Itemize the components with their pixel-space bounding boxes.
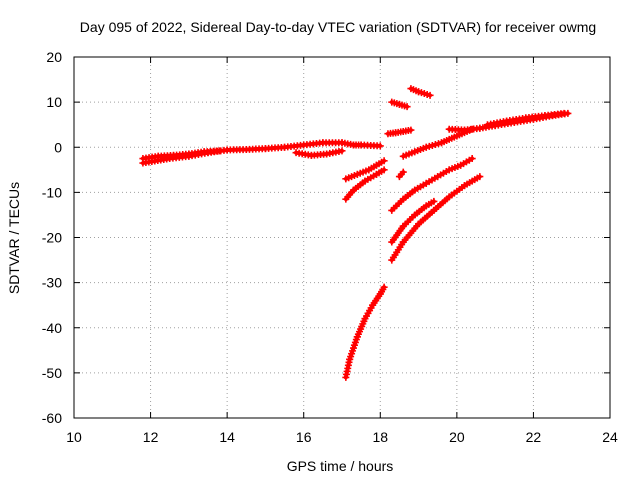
x-axis-label: GPS time / hours xyxy=(287,458,394,474)
y-tick-label: 0 xyxy=(54,139,62,155)
x-tick-label: 10 xyxy=(66,429,82,445)
data-point xyxy=(380,166,388,174)
x-tick-label: 14 xyxy=(219,429,235,445)
series-track-4 xyxy=(342,283,388,381)
y-tick-label: -20 xyxy=(42,230,62,246)
series-track-7 xyxy=(388,98,411,111)
series-track-3 xyxy=(292,147,346,159)
y-tick-label: -30 xyxy=(42,275,62,291)
x-tick-label: 24 xyxy=(602,429,618,445)
series-track-11 xyxy=(395,168,407,181)
data-point xyxy=(476,173,484,181)
chart-title: Day 095 of 2022, Sidereal Day-to-day VTE… xyxy=(80,19,596,35)
axis-layer: 10 12 14 16 18 20 22 24 -60 -50 -40 -30 -20 -10 0 10 20 xyxy=(42,49,618,445)
data-point xyxy=(560,109,568,117)
x-tick-label: 18 xyxy=(372,429,388,445)
series-track-9 xyxy=(384,126,415,138)
data-point xyxy=(338,147,346,155)
series-layer xyxy=(139,85,572,381)
series-track-5 xyxy=(342,166,388,203)
data-point xyxy=(380,157,388,165)
series-track-8 xyxy=(407,85,434,99)
series-line xyxy=(389,174,482,263)
y-tick-label: -10 xyxy=(42,184,62,200)
series-track-6 xyxy=(342,157,388,183)
series-track-14 xyxy=(388,173,484,264)
grid-layer xyxy=(74,57,610,418)
data-point xyxy=(399,168,407,176)
x-tick-label: 20 xyxy=(449,429,465,445)
data-point xyxy=(426,91,434,99)
series-track-2 xyxy=(139,147,223,163)
data-point xyxy=(376,142,384,150)
data-point xyxy=(407,126,415,134)
data-point xyxy=(380,283,388,291)
data-point xyxy=(215,147,223,155)
series-track-13 xyxy=(388,197,438,246)
y-tick-label: 20 xyxy=(46,49,62,65)
y-axis-label: SDTVAR / TECUs xyxy=(6,182,22,294)
series-track-12 xyxy=(388,155,476,214)
data-point xyxy=(468,155,476,163)
data-point xyxy=(403,103,411,111)
series-track-16 xyxy=(483,109,568,129)
series-track-10 xyxy=(399,125,476,160)
y-tick-label: -60 xyxy=(42,410,62,426)
x-tick-label: 16 xyxy=(296,429,312,445)
y-tick-label: 10 xyxy=(46,94,62,110)
y-tick-label: -50 xyxy=(42,365,62,381)
y-tick-label: -40 xyxy=(42,320,62,336)
x-tick-label: 22 xyxy=(526,429,542,445)
x-tick-label: 12 xyxy=(143,429,159,445)
data-point xyxy=(430,197,438,205)
